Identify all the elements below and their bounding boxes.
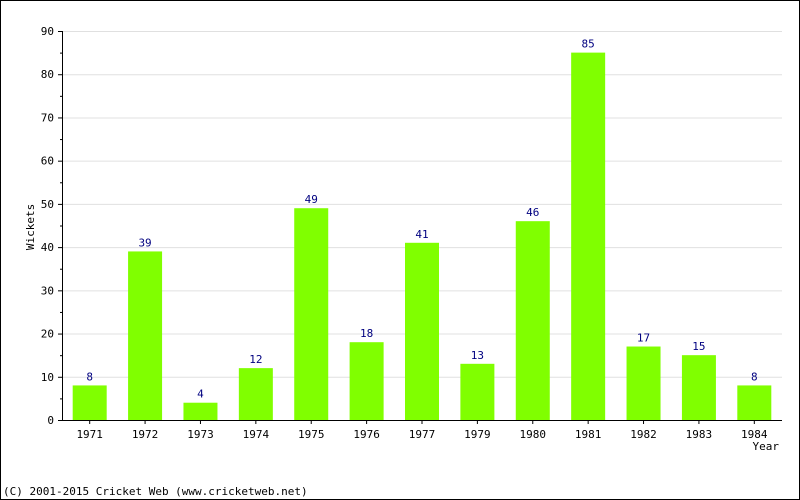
data-label: 8 bbox=[86, 370, 93, 383]
data-label: 15 bbox=[692, 340, 705, 353]
y-tick-label: 0 bbox=[47, 414, 54, 427]
x-tick-label: 1976 bbox=[353, 428, 380, 441]
y-tick-label: 60 bbox=[41, 155, 54, 168]
data-label: 8 bbox=[751, 370, 758, 383]
y-tick-label: 20 bbox=[41, 328, 54, 341]
y-tick-label: 10 bbox=[41, 371, 54, 384]
x-tick-label: 1973 bbox=[187, 428, 214, 441]
y-axis-title: Wickets bbox=[24, 204, 37, 250]
x-tick-label: 1984 bbox=[741, 428, 768, 441]
y-tick-label: 90 bbox=[41, 25, 54, 38]
data-label: 18 bbox=[360, 327, 373, 340]
x-axis-title: Year bbox=[753, 440, 780, 453]
bar bbox=[183, 402, 218, 420]
bar bbox=[128, 251, 163, 420]
bar bbox=[294, 208, 329, 420]
x-tick-label: 1975 bbox=[298, 428, 325, 441]
bar bbox=[571, 52, 606, 420]
data-label: 49 bbox=[305, 193, 318, 206]
data-label: 46 bbox=[526, 206, 539, 219]
y-tick-label: 70 bbox=[41, 111, 54, 124]
data-label: 4 bbox=[197, 388, 204, 401]
y-tick-label: 50 bbox=[41, 198, 54, 211]
x-tick-label: 1981 bbox=[575, 428, 602, 441]
x-tick-label: 1974 bbox=[243, 428, 270, 441]
gridlines bbox=[62, 31, 782, 378]
x-tick-label: 1972 bbox=[132, 428, 159, 441]
data-labels: 8 39 4 12 49 18 41 13 46 85 17 15 8 bbox=[86, 38, 757, 401]
bar bbox=[72, 385, 107, 420]
bar bbox=[238, 368, 273, 420]
y-tick-label: 30 bbox=[41, 284, 54, 297]
bar bbox=[460, 363, 495, 420]
axes: 0 10 20 30 40 50 60 70 80 90 1971 1972 1973 1974 1975 1… bbox=[41, 25, 782, 441]
bar bbox=[626, 346, 661, 420]
copyright-credit: (C) 2001-2015 Cricket Web (www.cricketwe… bbox=[3, 485, 308, 498]
bars bbox=[72, 52, 772, 420]
x-tick-label: 1979 bbox=[464, 428, 491, 441]
y-tick-label: 80 bbox=[41, 68, 54, 81]
bar bbox=[681, 355, 716, 420]
x-tick-label: 1971 bbox=[76, 428, 103, 441]
bar bbox=[737, 385, 772, 420]
x-tick-label: 1980 bbox=[520, 428, 547, 441]
x-tick-label: 1977 bbox=[409, 428, 436, 441]
x-tick-label: 1982 bbox=[630, 428, 657, 441]
bar bbox=[349, 342, 384, 420]
data-label: 39 bbox=[138, 236, 151, 249]
bar bbox=[515, 221, 550, 420]
data-label: 13 bbox=[471, 349, 484, 362]
x-tick-label: 1983 bbox=[686, 428, 713, 441]
bar bbox=[405, 242, 439, 420]
data-label: 41 bbox=[415, 228, 428, 241]
data-label: 85 bbox=[582, 38, 595, 51]
data-label: 12 bbox=[249, 353, 262, 366]
data-label: 17 bbox=[637, 332, 650, 345]
y-tick-label: 40 bbox=[41, 241, 54, 254]
